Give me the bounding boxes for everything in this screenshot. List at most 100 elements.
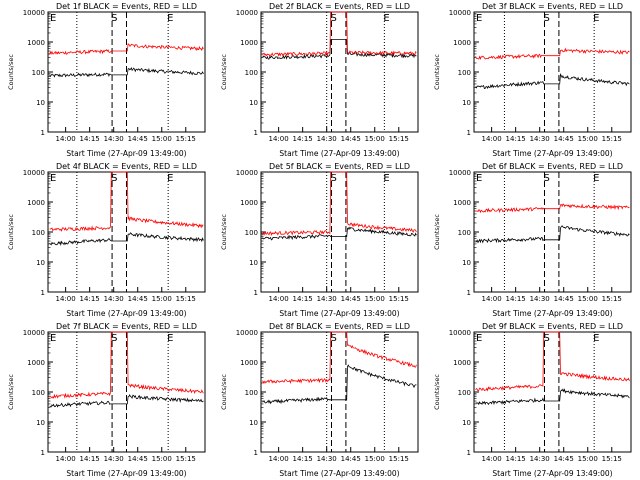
x-tick-label: 14:15 bbox=[80, 295, 100, 303]
x-axis-label: Start Time (27-Apr-09 13:49:00) bbox=[492, 469, 612, 478]
marker-letter: S bbox=[330, 13, 336, 24]
x-tick-label: 14:45 bbox=[128, 455, 148, 463]
y-tick-label: 1 bbox=[254, 129, 258, 137]
y-tick-label: 1000 bbox=[27, 199, 45, 207]
x-tick-label: 15:15 bbox=[602, 455, 622, 463]
y-tick-label: 100 bbox=[245, 69, 258, 77]
series-events-line bbox=[49, 66, 204, 78]
marker-letter: E bbox=[383, 173, 389, 184]
y-tick-label: 1000 bbox=[240, 359, 258, 367]
x-axis-label: Start Time (27-Apr-09 13:49:00) bbox=[66, 149, 186, 158]
x-tick-label: 15:15 bbox=[389, 455, 409, 463]
detector-panel-5: Det 5f BLACK = Events, RED = LLD 1 10 100 10… bbox=[213, 160, 426, 320]
detector-chart-5: Det 5f BLACK = Events, RED = LLD 1 10 100 10… bbox=[220, 162, 419, 318]
y-tick-label: 1000 bbox=[453, 199, 471, 207]
marker-letter: E bbox=[167, 13, 173, 24]
marker-letter: S bbox=[111, 13, 117, 24]
y-tick-label: 10 bbox=[36, 419, 45, 427]
marker-letter: E bbox=[593, 173, 599, 184]
x-tick-label: 15:00 bbox=[365, 295, 385, 303]
x-tick-label: 15:00 bbox=[152, 295, 172, 303]
y-tick-label: 1 bbox=[41, 289, 45, 297]
chart-title: Det 1f BLACK = Events, RED = LLD bbox=[56, 2, 197, 11]
y-tick-label: 100 bbox=[32, 389, 45, 397]
series-lld-line bbox=[262, 331, 417, 385]
x-tick-label: 14:00 bbox=[269, 455, 289, 463]
x-tick-label: 14:45 bbox=[128, 135, 148, 143]
chart-title: Det 2f BLACK = Events, RED = LLD bbox=[269, 2, 410, 11]
x-tick-label: 14:00 bbox=[56, 295, 76, 303]
y-tick-label: 10000 bbox=[449, 169, 471, 177]
marker-letter: E bbox=[476, 333, 482, 344]
x-tick-label: 14:30 bbox=[530, 455, 550, 463]
marker-letter: E bbox=[476, 173, 482, 184]
series-lld-line bbox=[49, 331, 204, 399]
y-tick-label: 1000 bbox=[27, 39, 45, 47]
x-tick-label: 14:30 bbox=[317, 455, 337, 463]
x-tick-label: 15:15 bbox=[389, 135, 409, 143]
series-lld-line bbox=[475, 331, 630, 392]
x-tick-label: 14:00 bbox=[56, 455, 76, 463]
marker-letter: S bbox=[330, 173, 336, 184]
detector-chart-4: Det 4f BLACK = Events, RED = LLD 1 10 100 10… bbox=[7, 162, 206, 318]
x-tick-label: 14:30 bbox=[530, 295, 550, 303]
x-tick-label: 14:00 bbox=[56, 135, 76, 143]
x-tick-label: 15:00 bbox=[578, 295, 598, 303]
x-tick-label: 15:00 bbox=[152, 455, 172, 463]
y-tick-label: 10 bbox=[462, 99, 471, 107]
y-axis-label: Counts/sec bbox=[433, 54, 441, 90]
x-tick-label: 14:45 bbox=[341, 295, 361, 303]
y-tick-label: 10 bbox=[249, 259, 258, 267]
y-tick-label: 100 bbox=[458, 389, 471, 397]
x-tick-label: 14:45 bbox=[341, 135, 361, 143]
x-tick-label: 14:30 bbox=[104, 135, 124, 143]
y-tick-label: 10 bbox=[36, 259, 45, 267]
y-tick-label: 10000 bbox=[236, 169, 258, 177]
y-tick-label: 1000 bbox=[453, 359, 471, 367]
series-lld-line bbox=[49, 171, 204, 232]
series-lld-line bbox=[262, 11, 417, 58]
marker-letter: E bbox=[593, 13, 599, 24]
x-tick-label: 15:15 bbox=[602, 135, 622, 143]
y-tick-label: 10000 bbox=[236, 9, 258, 17]
x-tick-label: 14:00 bbox=[482, 455, 502, 463]
y-tick-label: 10 bbox=[462, 259, 471, 267]
y-tick-label: 1 bbox=[467, 129, 471, 137]
y-tick-label: 10000 bbox=[449, 9, 471, 17]
marker-letter: S bbox=[111, 333, 117, 344]
x-axis-label: Start Time (27-Apr-09 13:49:00) bbox=[492, 149, 612, 158]
y-tick-label: 10000 bbox=[23, 9, 45, 17]
x-tick-label: 14:15 bbox=[506, 455, 526, 463]
series-events-line bbox=[262, 39, 417, 60]
y-tick-label: 1000 bbox=[240, 199, 258, 207]
marker-letter: E bbox=[50, 173, 56, 184]
detector-panel-4: Det 4f BLACK = Events, RED = LLD 1 10 100 10… bbox=[0, 160, 213, 320]
marker-letter: E bbox=[383, 333, 389, 344]
y-axis-label: Counts/sec bbox=[433, 374, 441, 410]
y-tick-label: 10 bbox=[249, 99, 258, 107]
y-tick-label: 10000 bbox=[449, 329, 471, 337]
y-tick-label: 10 bbox=[462, 419, 471, 427]
x-tick-label: 15:15 bbox=[176, 295, 196, 303]
y-tick-label: 1 bbox=[467, 289, 471, 297]
series-events-line bbox=[49, 394, 204, 408]
marker-letter: S bbox=[543, 13, 549, 24]
series-events-line bbox=[49, 232, 204, 247]
x-tick-label: 14:15 bbox=[293, 135, 313, 143]
detector-chart-8: Det 8f BLACK = Events, RED = LLD 1 10 100 10… bbox=[220, 322, 419, 478]
detector-panel-1: Det 1f BLACK = Events, RED = LLD 1 10 100 10… bbox=[0, 0, 213, 160]
y-axis-label: Counts/sec bbox=[7, 214, 15, 250]
detector-chart-9: Det 9f BLACK = Events, RED = LLD 1 10 100 10… bbox=[433, 322, 632, 478]
marker-letter: S bbox=[543, 173, 549, 184]
x-axis-label: Start Time (27-Apr-09 13:49:00) bbox=[66, 469, 186, 478]
marker-letter: E bbox=[167, 333, 173, 344]
x-tick-label: 14:15 bbox=[80, 455, 100, 463]
x-axis-label: Start Time (27-Apr-09 13:49:00) bbox=[492, 309, 612, 318]
marker-letter: E bbox=[50, 13, 56, 24]
y-tick-label: 10000 bbox=[23, 329, 45, 337]
x-tick-label: 14:30 bbox=[317, 295, 337, 303]
x-tick-label: 14:00 bbox=[269, 295, 289, 303]
x-tick-label: 14:30 bbox=[104, 295, 124, 303]
chart-title: Det 5f BLACK = Events, RED = LLD bbox=[269, 162, 410, 171]
marker-letter: S bbox=[111, 173, 117, 184]
